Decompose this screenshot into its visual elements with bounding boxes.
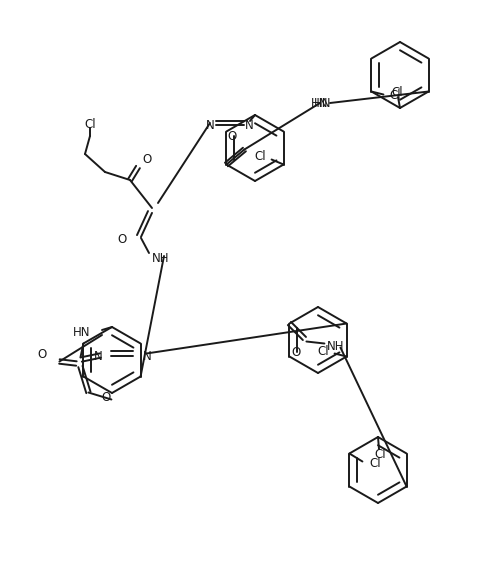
Text: Cl: Cl: [390, 89, 401, 102]
Text: O: O: [117, 233, 127, 245]
Text: NH: NH: [152, 251, 169, 265]
Text: O: O: [101, 391, 111, 404]
Text: Cl: Cl: [391, 85, 403, 98]
Text: Cl: Cl: [84, 118, 96, 130]
Text: O: O: [228, 130, 237, 143]
Text: N: N: [142, 350, 151, 363]
Text: O: O: [292, 346, 301, 359]
Text: N: N: [245, 118, 254, 131]
Text: HN: HN: [314, 97, 332, 109]
Text: O: O: [142, 152, 151, 166]
Text: NH: NH: [326, 340, 344, 353]
Text: Cl: Cl: [374, 448, 386, 461]
Text: Cl: Cl: [254, 150, 265, 163]
Text: HN: HN: [311, 97, 328, 109]
Text: HN: HN: [73, 325, 90, 339]
Text: Cl: Cl: [317, 345, 329, 358]
Text: O: O: [38, 348, 47, 361]
Text: N: N: [206, 118, 215, 131]
Text: Cl: Cl: [370, 457, 381, 470]
Text: N: N: [94, 350, 102, 363]
